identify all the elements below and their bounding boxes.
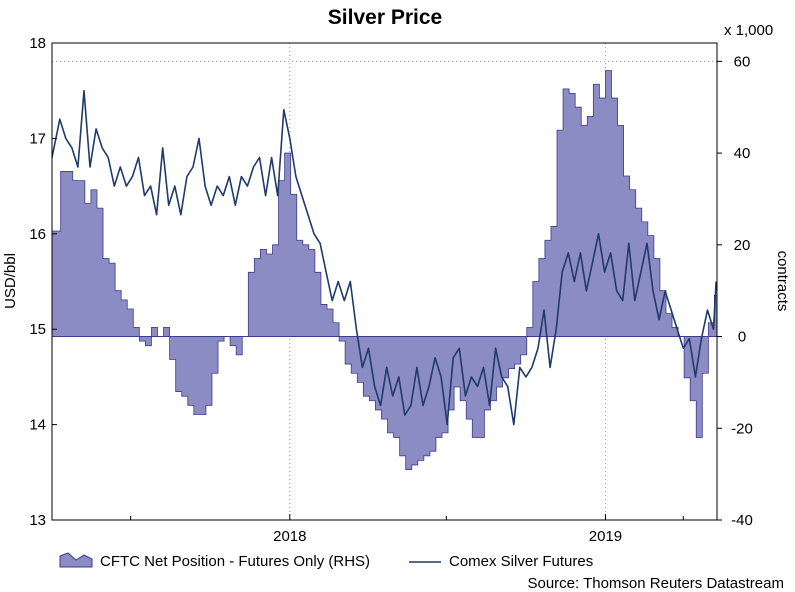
cftc-net-position-area <box>51 70 718 470</box>
x-tick-label: 2018 <box>273 528 306 545</box>
left-tick-label: 16 <box>29 226 46 243</box>
right-tick-label: 60 <box>734 53 751 70</box>
right-axis-multiplier: x 1,000 <box>724 22 773 39</box>
legend: CFTC Net Position - Futures Only (RHS) C… <box>59 552 593 570</box>
x-tick-label: 2019 <box>589 528 622 545</box>
right-tick-label: -40 <box>731 512 753 529</box>
left-tick-label: 15 <box>29 321 46 338</box>
plot-frame <box>51 42 718 521</box>
left-tick-label: 13 <box>29 512 46 529</box>
comex-silver-line <box>51 89 717 426</box>
right-tick-label: -20 <box>731 420 753 437</box>
right-axis-label: contracts <box>774 251 791 312</box>
comex-line-path <box>51 89 717 426</box>
chart-title: Silver Price <box>328 6 442 29</box>
source-note: Source: Thomson Reuters Datastream <box>527 575 784 592</box>
left-tick-label: 14 <box>29 417 46 434</box>
x-axis: 2018 2019 <box>130 514 684 545</box>
right-tick-label: 40 <box>734 145 751 162</box>
cftc-area-path <box>51 70 718 470</box>
right-axis: -40 -20 0 20 40 60 <box>717 53 753 529</box>
legend-area-swatch <box>59 552 93 568</box>
left-axis-label: USD/bbl <box>2 253 19 309</box>
legend-label-comex: Comex Silver Futures <box>449 553 593 570</box>
legend-label-cftc: CFTC Net Position - Futures Only (RHS) <box>100 553 370 570</box>
right-tick-label: 20 <box>734 237 751 254</box>
gridlines <box>52 43 717 520</box>
left-tick-label: 18 <box>29 35 46 52</box>
left-tick-label: 17 <box>29 130 46 147</box>
left-axis: 13 14 15 16 17 18 <box>29 35 57 529</box>
right-tick-label: 0 <box>738 329 746 346</box>
